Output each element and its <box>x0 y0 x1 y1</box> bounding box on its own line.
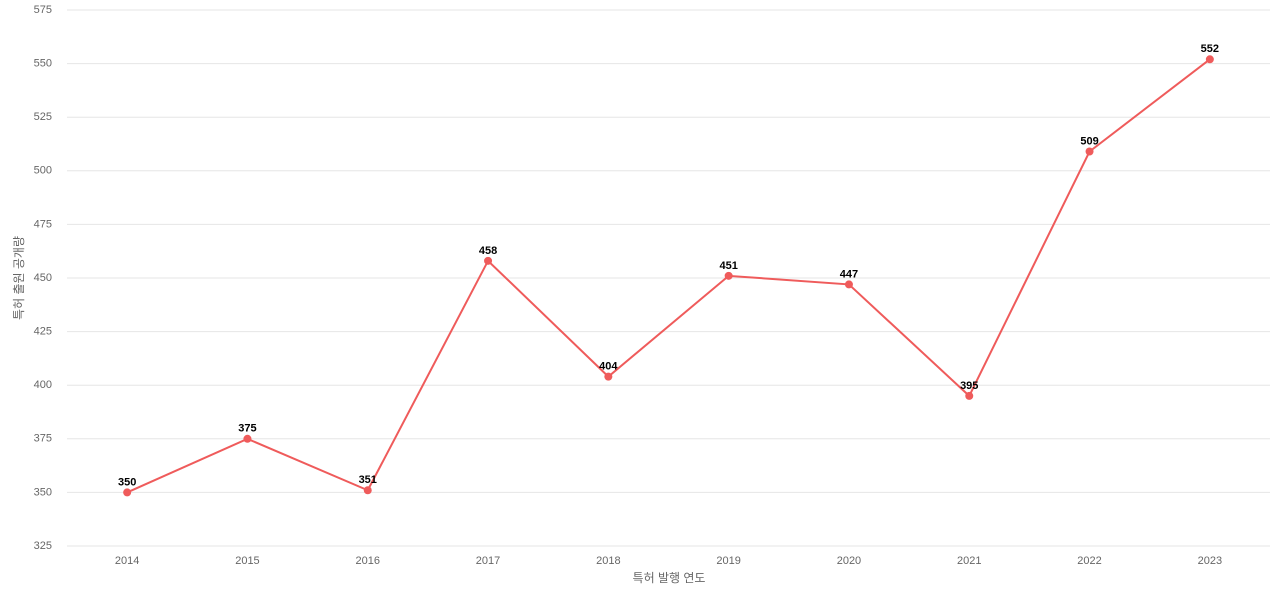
y-tick-label: 500 <box>34 165 52 177</box>
y-tick-label: 375 <box>34 433 52 445</box>
y-axis-label: 특허 출원 공개량 <box>12 236 26 320</box>
value-label: 375 <box>238 423 256 435</box>
value-label: 509 <box>1080 135 1098 147</box>
y-tick-label: 575 <box>34 4 52 16</box>
x-tick-label: 2023 <box>1198 555 1222 567</box>
y-tick-label: 450 <box>34 272 52 284</box>
x-tick-label: 2018 <box>596 555 620 567</box>
value-label: 458 <box>479 245 497 257</box>
point <box>1205 55 1214 64</box>
point <box>965 391 974 400</box>
x-tick-label: 2015 <box>235 555 259 567</box>
y-tick-label: 475 <box>34 218 52 230</box>
point <box>363 486 372 495</box>
x-tick-label: 2017 <box>476 555 500 567</box>
value-label: 451 <box>719 260 737 272</box>
value-label: 552 <box>1201 43 1219 55</box>
value-label: 351 <box>359 474 377 486</box>
point <box>243 434 252 443</box>
point <box>844 280 853 289</box>
point <box>724 271 733 280</box>
value-label: 404 <box>599 361 618 373</box>
point <box>1085 147 1094 156</box>
x-tick-label: 2014 <box>115 555 139 567</box>
point <box>604 372 613 381</box>
y-tick-label: 525 <box>34 111 52 123</box>
y-tick-label: 400 <box>34 379 52 391</box>
y-tick-label: 425 <box>34 326 52 338</box>
y-tick-label: 550 <box>34 58 52 70</box>
x-tick-label: 2021 <box>957 555 981 567</box>
x-tick-label: 2016 <box>356 555 380 567</box>
y-tick-label: 325 <box>34 540 52 552</box>
line <box>126 58 1211 494</box>
value-label: 447 <box>840 268 858 280</box>
point <box>123 488 132 497</box>
y-tick-label: 350 <box>34 486 52 498</box>
point <box>484 256 493 265</box>
x-axis-label: 특허 발행 연도 <box>633 570 706 585</box>
value-label: 350 <box>118 476 136 488</box>
x-tick-label: 2020 <box>837 555 861 567</box>
value-label: 395 <box>960 380 978 392</box>
x-tick-label: 2022 <box>1077 555 1101 567</box>
x-tick-label: 2019 <box>716 555 740 567</box>
